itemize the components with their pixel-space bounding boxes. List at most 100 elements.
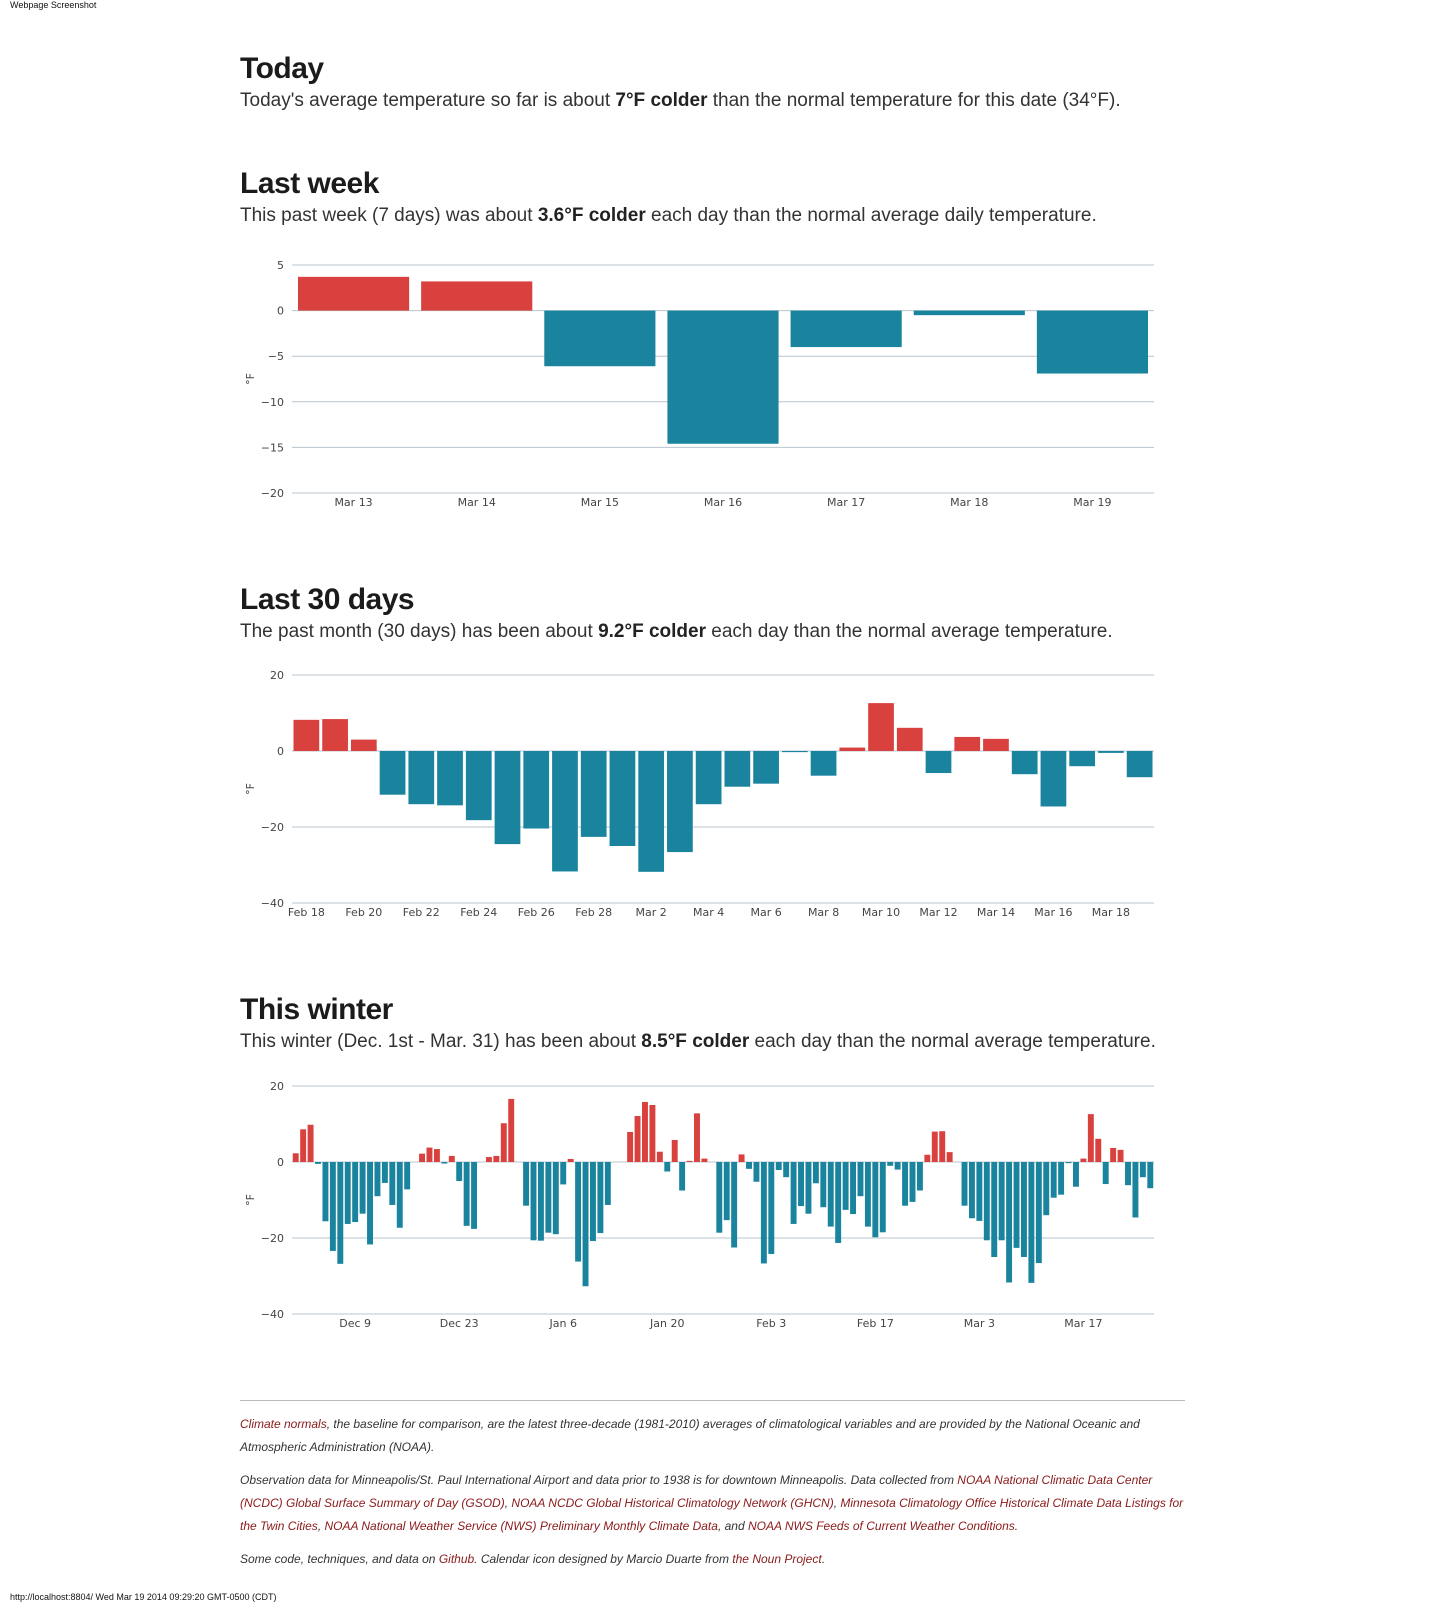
bar <box>753 1162 760 1182</box>
x-tick-label: Mar 19 <box>1073 496 1111 509</box>
bar <box>991 1162 998 1257</box>
noun-project-link[interactable]: the Noun Project <box>732 1552 822 1566</box>
bar <box>552 751 578 872</box>
bar <box>1117 1149 1124 1162</box>
footnote-normals-text: , the baseline for comparison, are the l… <box>240 1417 1140 1454</box>
bar <box>1036 310 1148 374</box>
bar <box>404 1162 411 1190</box>
y-tick-label: 0 <box>277 1156 284 1169</box>
mn-climatology-link[interactable]: Minnesota Climatology Office Historical … <box>240 1496 1184 1533</box>
bar <box>810 751 837 776</box>
x-tick-label: Mar 3 <box>964 1317 995 1330</box>
bar <box>352 1162 359 1223</box>
bar <box>544 310 656 367</box>
bar <box>456 1162 463 1181</box>
bar <box>575 1162 582 1262</box>
x-tick-label: Mar 4 <box>693 906 724 919</box>
bar <box>597 1162 604 1234</box>
bar <box>954 736 981 751</box>
bar <box>537 1162 544 1241</box>
x-tick-label: Mar 14 <box>458 496 496 509</box>
github-link[interactable]: Github <box>438 1552 475 1566</box>
bar <box>627 1131 634 1162</box>
bar <box>835 1162 842 1243</box>
bar <box>924 1154 931 1162</box>
bar <box>686 1160 693 1162</box>
bar <box>1040 751 1067 807</box>
last-week-title: Last week <box>240 167 379 200</box>
bar <box>1006 1162 1013 1283</box>
bar <box>946 1152 953 1162</box>
last-30-text-post: each day than the normal average tempera… <box>705 621 1113 642</box>
y-tick-label: −5 <box>268 350 284 363</box>
bar <box>1020 1162 1027 1257</box>
x-tick-label: Jan 20 <box>649 1317 684 1330</box>
bar <box>931 1131 938 1162</box>
y-tick-label: 20 <box>270 670 284 682</box>
x-tick-label: Feb 20 <box>345 906 382 919</box>
bar <box>1043 1162 1050 1216</box>
x-tick-label: Mar 17 <box>1064 1317 1102 1330</box>
bar <box>307 1124 314 1162</box>
bar <box>1147 1162 1154 1189</box>
bar <box>604 1162 611 1205</box>
gsod-link[interactable]: NOAA National Climatic Data Center (NCDC… <box>240 1473 1153 1510</box>
bar <box>582 1162 589 1287</box>
bar <box>868 703 894 751</box>
bar <box>642 1101 648 1162</box>
bar <box>329 1162 336 1251</box>
bar <box>1035 1162 1042 1264</box>
bar <box>983 1162 990 1241</box>
sep: , <box>833 1496 841 1510</box>
bar <box>1087 1114 1094 1162</box>
x-tick-label: Mar 14 <box>977 906 1015 919</box>
bar <box>649 1105 656 1162</box>
bar <box>909 1162 916 1202</box>
x-tick-label: Mar 12 <box>919 906 957 919</box>
x-tick-label: Mar 8 <box>808 906 839 919</box>
x-tick-label: Feb 18 <box>288 906 325 919</box>
bar <box>664 1162 671 1172</box>
bar <box>433 1149 440 1162</box>
bar <box>419 1153 426 1162</box>
y-tick-label: −15 <box>261 441 284 454</box>
x-tick-label: Dec 23 <box>440 1317 479 1330</box>
last-30-text-bold: 9.2°F colder <box>598 621 706 642</box>
bar <box>426 1147 433 1162</box>
ghcn-link[interactable]: NOAA NCDC Global Historical Climatology … <box>511 1496 834 1510</box>
bar <box>961 1162 968 1206</box>
y-tick-label: 20 <box>270 1081 284 1093</box>
bar <box>760 1162 767 1264</box>
today-text-post: than the normal temperature for this dat… <box>707 90 1121 111</box>
x-tick-label: Dec 9 <box>339 1317 371 1330</box>
bar <box>1011 751 1038 775</box>
today-text-pre: Today's average temperature so far is ab… <box>240 90 616 111</box>
bar <box>350 739 377 751</box>
bar <box>864 1162 871 1227</box>
footnote-normals: Climate normals, the baseline for compar… <box>240 1413 1185 1459</box>
bar <box>638 751 665 872</box>
x-tick-label: Feb 3 <box>756 1317 786 1330</box>
bar <box>679 1162 686 1191</box>
bar <box>879 1162 886 1233</box>
nws-preliminary-link[interactable]: NOAA National Weather Service (NWS) Prel… <box>324 1519 718 1533</box>
footnote-credits: Some code, techniques, and data on Githu… <box>240 1548 1185 1571</box>
bar <box>872 1162 879 1238</box>
bar <box>1098 751 1124 753</box>
x-tick-label: Mar 13 <box>334 496 372 509</box>
bar <box>374 1162 381 1197</box>
y-tick-label: −40 <box>261 897 284 910</box>
bar <box>939 1131 946 1162</box>
bar <box>634 1116 641 1162</box>
bar <box>441 1162 448 1164</box>
x-tick-label: Feb 17 <box>857 1317 894 1330</box>
climate-normals-link[interactable]: Climate normals <box>240 1417 327 1431</box>
last-week-text-post: each day than the normal average daily t… <box>645 205 1097 226</box>
nws-feeds-link[interactable]: NOAA NWS Feeds of Current Weather Condit… <box>747 1519 1015 1533</box>
x-tick-label: Mar 17 <box>827 496 865 509</box>
last-week-text-bold: 3.6°F colder <box>537 205 646 226</box>
bar <box>485 1157 492 1162</box>
bar <box>1126 751 1153 778</box>
bar <box>530 1162 537 1241</box>
bar <box>1110 1147 1117 1162</box>
